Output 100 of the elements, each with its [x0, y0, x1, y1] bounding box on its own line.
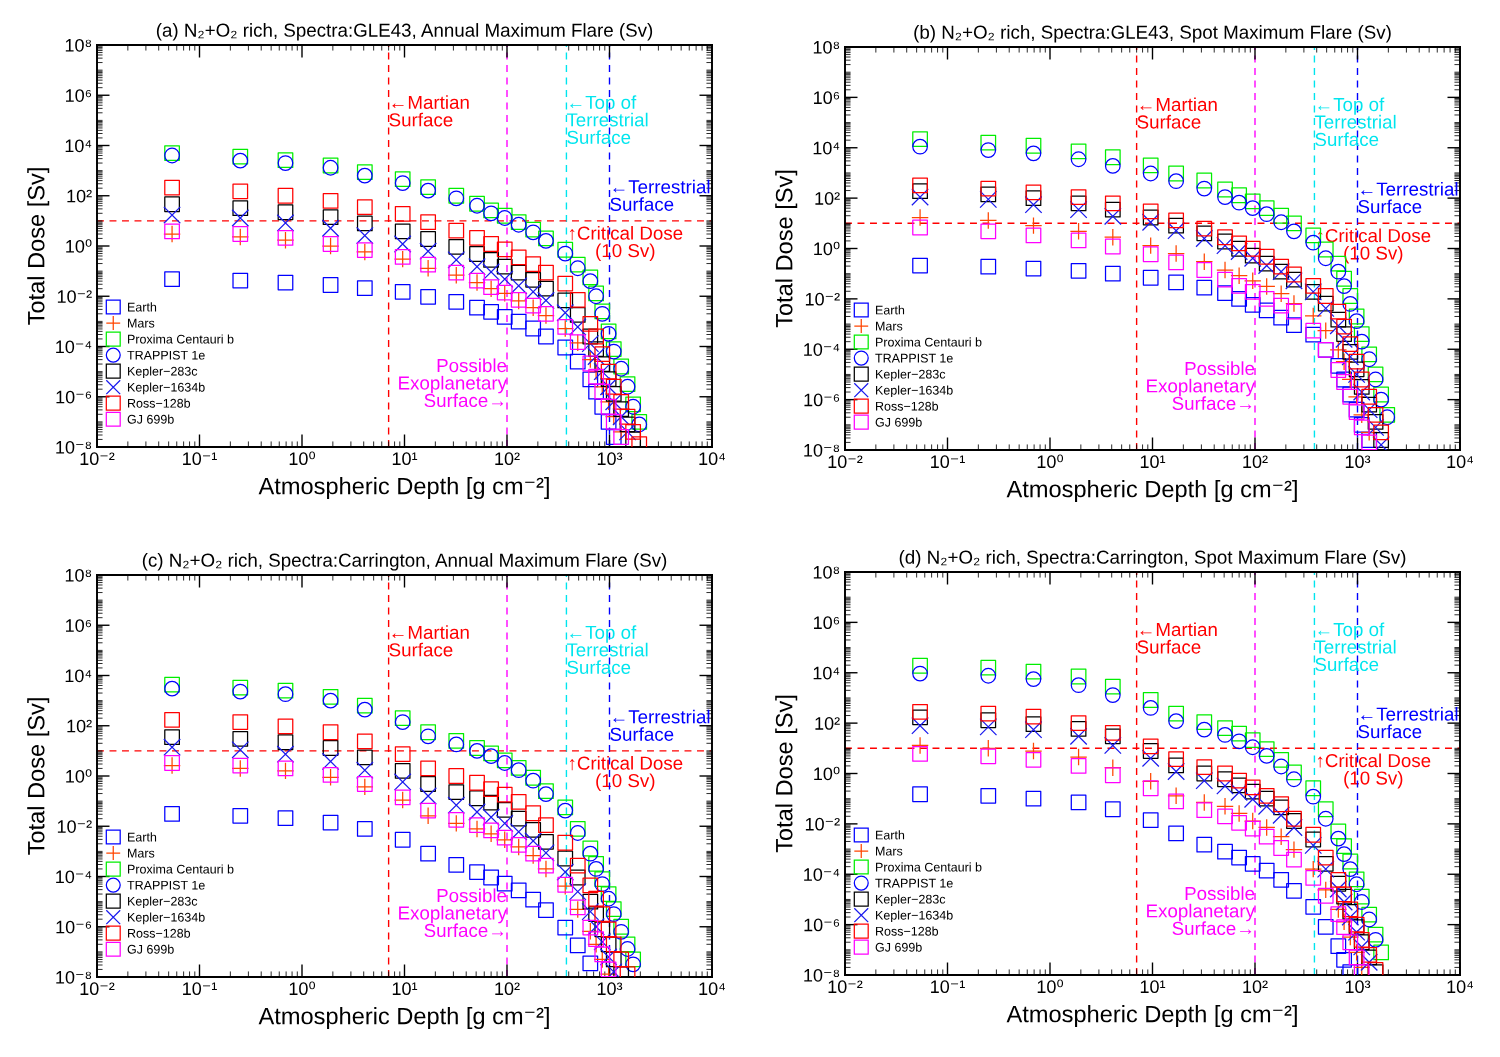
legend-label: Proxima Centauri b	[128, 864, 234, 874]
y-tick-label: 10⁶	[814, 91, 840, 105]
y-tick-label: 10⁻⁸	[56, 440, 92, 454]
x-axis-title: Atmospheric Depth [g cm⁻²]	[258, 477, 549, 500]
chart-title: (d) N₂+O₂ rich, Spectra:Carrington, Spot Maximum Flare (Sv)	[899, 550, 1406, 568]
y-tick-label: 10⁻²	[57, 290, 92, 303]
y-tick-label: 10⁸	[813, 565, 840, 579]
x-tick-label: 10⁻²	[80, 982, 115, 996]
y-tick-label: 10⁰	[814, 766, 840, 781]
ref-line-label: ←Martian Surface	[1137, 622, 1217, 654]
x-tick-label: 10⁻¹	[931, 980, 965, 994]
legend-label: TRAPPIST 1e	[875, 353, 953, 363]
y-tick-label: 10⁻⁶	[56, 390, 92, 404]
x-tick-label: 10⁴	[1447, 980, 1474, 994]
y-tick-label: 10⁰	[66, 239, 92, 253]
x-tick-label: 10³	[1345, 980, 1371, 994]
y-tick-label: 10⁴	[813, 141, 840, 155]
y-tick-label: 10⁻⁸	[56, 970, 92, 984]
ref-line-label: ↑Critical Dose (10 Sv)	[1317, 753, 1431, 789]
x-tick-label: 10²	[495, 982, 520, 996]
x-tick-label: 10¹	[1140, 980, 1166, 994]
x-tick-label: 10³	[1345, 455, 1371, 469]
ref-line-label: ←Top of Terrestrial Surface	[1314, 97, 1396, 147]
y-tick-label: 10⁸	[813, 40, 840, 54]
legend-label: Kepler−283c	[128, 896, 198, 909]
y-tick-label: 10⁻²	[805, 817, 840, 831]
y-tick-label: 10²	[815, 717, 840, 730]
legend-label: Ross−128b	[128, 398, 191, 408]
y-tick-label: 10⁻⁴	[56, 340, 92, 354]
x-tick-label: 10⁻²	[80, 452, 115, 466]
x-tick-label: 10⁰	[1037, 979, 1064, 994]
x-tick-label: 10⁴	[699, 982, 726, 996]
ref-line-label: ←Terrestrial Surface	[610, 709, 710, 741]
ref-line-label: ←Terrestrial Surface	[610, 179, 710, 211]
y-tick-label: 10⁻⁴	[56, 870, 92, 884]
ref-line-label: ←Top of Terrestrial Surface	[566, 625, 648, 674]
legend-label: Kepler−283c	[876, 894, 946, 907]
ref-line-label: ←Martian Surface	[1137, 97, 1217, 129]
legend-label: Kepler−1634b	[876, 385, 953, 398]
legend-label: Ross−128b	[876, 926, 939, 936]
legend-label: Mars	[128, 848, 155, 858]
ref-line-label: Possible Exoplanetary Surface→	[399, 358, 507, 408]
y-tick-label: 10⁶	[814, 616, 840, 630]
y-axis-title: Total Dose [Sv]	[775, 170, 798, 328]
chart-title: (b) N₂+O₂ rich, Spectra:GLE43, Spot Maximum Flare (Sv)	[914, 25, 1391, 43]
ref-line-label: ↑Critical Dose (10 Sv)	[569, 756, 683, 791]
ref-line-label: Possible Exoplanetary Surface→	[1147, 361, 1255, 411]
x-tick-label: 10¹	[392, 452, 418, 466]
legend-label: GJ 699b	[127, 414, 174, 424]
x-tick-label: 10³	[597, 452, 623, 466]
y-tick-label: 10²	[815, 192, 840, 205]
legend-label: Proxima Centauri b	[128, 334, 234, 344]
legend-label: Earth	[876, 305, 905, 315]
y-axis-title: Total Dose [Sv]	[775, 695, 798, 853]
ref-line-label: ←Martian Surface	[389, 95, 469, 127]
x-tick-label: 10²	[1243, 980, 1268, 994]
legend-label: Earth	[128, 302, 157, 312]
x-tick-label: 10²	[495, 452, 520, 466]
ref-line-label: ←Terrestrial Surface	[1358, 707, 1458, 739]
y-tick-label: 10⁸	[65, 38, 92, 52]
x-tick-label: 10⁰	[289, 981, 316, 996]
ref-line-label: ↑Critical Dose (10 Sv)	[569, 226, 683, 261]
y-tick-label: 10⁻⁴	[804, 343, 840, 356]
x-tick-label: 10²	[1243, 455, 1268, 469]
x-tick-label: 10¹	[1140, 455, 1166, 469]
y-tick-label: 10⁻⁶	[56, 920, 92, 934]
legend-label: Proxima Centauri b	[876, 862, 982, 872]
legend-label: TRAPPIST 1e	[127, 350, 205, 360]
y-tick-label: 10⁻⁸	[804, 443, 840, 457]
y-tick-label: 10⁻⁸	[804, 968, 840, 982]
chart-title: (a) N₂+O₂ rich, Spectra:GLE43, Annual Maximum Flare (Sv)	[156, 23, 653, 41]
legend-label: Earth	[876, 830, 905, 840]
legend-label: GJ 699b	[127, 944, 174, 954]
legend-label: GJ 699b	[875, 942, 922, 952]
y-tick-label: 10⁻⁶	[804, 918, 840, 932]
ref-line-label: Possible Exoplanetary Surface→	[1147, 886, 1255, 936]
x-tick-label: 10¹	[392, 982, 418, 996]
x-axis-title: Atmospheric Depth [g cm⁻²]	[1006, 480, 1297, 503]
legend-label: Kepler−283c	[128, 366, 198, 379]
y-tick-label: 10⁻²	[57, 820, 92, 833]
legend-label: Kepler−1634b	[128, 382, 205, 395]
y-axis-title: Total Dose [Sv]	[27, 698, 50, 855]
ref-line-label: ←Top of Terrestrial Surface	[1314, 622, 1396, 672]
y-tick-label: 10⁴	[813, 666, 840, 680]
y-tick-label: 10⁶	[66, 619, 92, 632]
chart-title: (c) N₂+O₂ rich, Spectra:Carrington, Annual Maximum Flare (Sv)	[142, 553, 667, 571]
legend-label: Ross−128b	[128, 928, 191, 938]
x-axis-title: Atmospheric Depth [g cm⁻²]	[258, 1007, 549, 1030]
legend-label: Kepler−283c	[876, 369, 946, 382]
legend-label: Proxima Centauri b	[876, 337, 982, 347]
y-tick-label: 10⁰	[814, 241, 840, 256]
y-tick-label: 10²	[67, 719, 92, 733]
x-tick-label: 10³	[597, 982, 623, 996]
x-tick-label: 10⁰	[1037, 454, 1064, 469]
y-tick-label: 10²	[67, 189, 92, 203]
y-tick-label: 10⁸	[65, 568, 92, 582]
y-tick-label: 10⁻⁴	[804, 868, 840, 881]
legend-label: Mars	[128, 318, 155, 328]
y-tick-label: 10⁻⁶	[804, 393, 840, 407]
y-tick-label: 10⁴	[65, 669, 92, 683]
